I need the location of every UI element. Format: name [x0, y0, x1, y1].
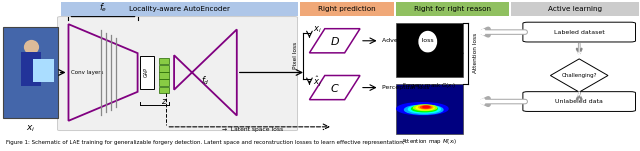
Text: Forgery mask $G(x_i)$: Forgery mask $G(x_i)$: [402, 81, 456, 90]
FancyBboxPatch shape: [523, 92, 636, 111]
Text: Conv layers: Conv layers: [72, 70, 104, 75]
Text: Perceptual loss: Perceptual loss: [382, 85, 429, 90]
Text: Active learning: Active learning: [548, 6, 602, 12]
Bar: [159, 72, 169, 79]
Text: Attention loss: Attention loss: [473, 33, 478, 73]
Circle shape: [420, 106, 431, 108]
Text: $C$: $C$: [330, 82, 340, 94]
Circle shape: [423, 106, 429, 108]
Text: Figure 1: Schematic of LAE training for generalizable forgery detection. Latent : Figure 1: Schematic of LAE training for …: [6, 140, 405, 145]
Text: Right prediction: Right prediction: [317, 6, 376, 12]
Circle shape: [412, 106, 437, 112]
Circle shape: [413, 105, 436, 110]
Bar: [159, 65, 169, 72]
FancyBboxPatch shape: [58, 17, 298, 131]
Bar: [300, 2, 394, 16]
Ellipse shape: [419, 31, 437, 53]
Ellipse shape: [24, 40, 39, 54]
Bar: [20, 52, 41, 86]
Bar: [396, 2, 509, 16]
Text: $z$: $z$: [161, 97, 167, 106]
Polygon shape: [550, 59, 608, 92]
Bar: [396, 84, 463, 134]
Text: $f_d$: $f_d$: [201, 75, 210, 87]
Bar: [33, 59, 54, 82]
Text: Unlabeled data: Unlabeled data: [556, 99, 603, 104]
Text: Locality-aware AutoEncoder: Locality-aware AutoEncoder: [129, 6, 230, 12]
Text: $D$: $D$: [330, 35, 340, 47]
Circle shape: [408, 105, 440, 113]
Circle shape: [419, 106, 433, 109]
Text: Pixel loss: Pixel loss: [293, 42, 298, 69]
Text: GAP: GAP: [144, 67, 149, 77]
Bar: [396, 23, 463, 77]
Bar: [159, 58, 169, 64]
Circle shape: [404, 105, 443, 114]
Text: Labeled dataset: Labeled dataset: [554, 30, 605, 35]
Bar: [511, 2, 639, 16]
Text: Right for right reason: Right for right reason: [413, 6, 491, 12]
Text: $x_i$: $x_i$: [26, 124, 35, 134]
Circle shape: [397, 103, 448, 115]
Text: $f_e$: $f_e$: [99, 2, 107, 14]
Text: Adversarial  loss: Adversarial loss: [382, 38, 434, 43]
Bar: [159, 87, 169, 93]
Bar: [140, 56, 154, 89]
Text: Attention map $M(x_i)$: Attention map $M(x_i)$: [401, 137, 457, 146]
Bar: [3, 27, 58, 118]
Text: $\hat{x}_i$: $\hat{x}_i$: [313, 75, 322, 88]
Bar: [159, 79, 169, 86]
Text: $x_i$: $x_i$: [313, 25, 322, 35]
Text: →  Latent space loss: → Latent space loss: [222, 127, 284, 132]
Text: Challenging?: Challenging?: [561, 73, 597, 78]
FancyBboxPatch shape: [523, 22, 636, 42]
Circle shape: [416, 106, 434, 110]
Bar: [61, 2, 298, 16]
